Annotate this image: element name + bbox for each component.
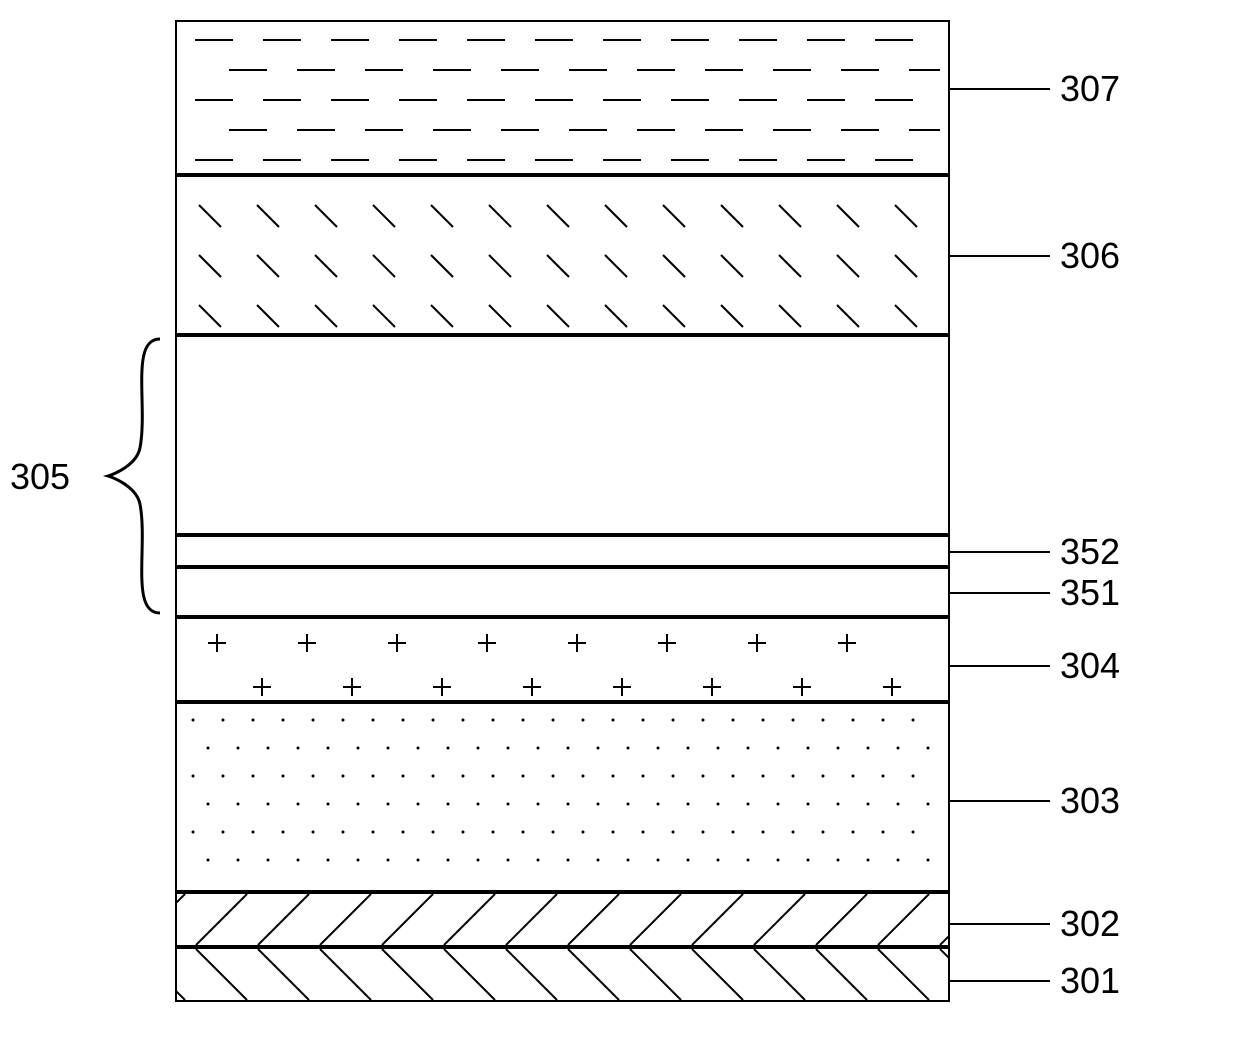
label-306: 306 [1060, 235, 1120, 277]
layer-305_upper [175, 335, 950, 535]
label-307: 307 [1060, 68, 1120, 110]
leader-302 [950, 923, 1050, 925]
layer-307 [175, 20, 950, 175]
leader-304 [950, 665, 1050, 667]
layer-352 [175, 535, 950, 567]
layer-351 [175, 567, 950, 617]
diagram-stage: 307 306 352351 304 303 302 301 305 [0, 0, 1240, 1042]
brace-305 [100, 335, 170, 617]
pattern-chevron_bwd [177, 949, 948, 1000]
layer-303 [175, 702, 950, 892]
leader-303 [950, 800, 1050, 802]
leader-301 [950, 980, 1050, 982]
pattern-plus [177, 619, 948, 700]
label-304: 304 [1060, 645, 1120, 687]
label-302: 302 [1060, 903, 1120, 945]
pattern-chevron_fwd [177, 894, 948, 945]
layer-302 [175, 892, 950, 947]
leader-351 [950, 592, 1050, 594]
layer-304 [175, 617, 950, 702]
layer-306 [175, 175, 950, 335]
label-352: 352 [1060, 531, 1120, 573]
leader-306 [950, 255, 1050, 257]
leader-307 [950, 88, 1050, 90]
layer-301 [175, 947, 950, 1002]
label-351: 351 [1060, 572, 1120, 614]
leader-352 [950, 551, 1050, 553]
pattern-dots [177, 704, 948, 890]
label-303: 303 [1060, 780, 1120, 822]
pattern-dashes [177, 22, 948, 173]
label-305: 305 [10, 456, 70, 498]
label-301: 301 [1060, 960, 1120, 1002]
pattern-backslash [177, 177, 948, 333]
